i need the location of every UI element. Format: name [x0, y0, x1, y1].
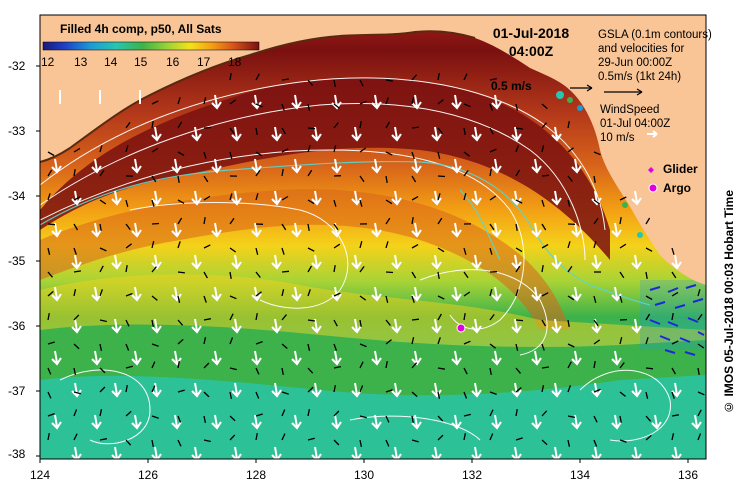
map-date: 01-Jul-2018 [488, 24, 574, 42]
current-arrow [516, 320, 523, 321]
current-arrow [178, 272, 185, 273]
y-tick-label: -34 [8, 189, 25, 203]
x-tick-label: 128 [246, 468, 266, 482]
current-arrow [542, 175, 549, 176]
y-tick-label: -38 [8, 447, 25, 461]
y-tick-label: -32 [8, 59, 25, 73]
argo-float-marker [457, 324, 465, 332]
legend-wind-line: WindSpeed [600, 103, 670, 117]
argo-label: Argo [663, 181, 691, 195]
credit-text: © IMOS 05-Jul-2018 00:03 Hobart Time [722, 190, 736, 414]
legend-wind: WindSpeed 01-Jul 04:00Z 10 m/s [600, 103, 670, 145]
current-arrow [412, 127, 419, 128]
x-tick-label: 126 [138, 468, 158, 482]
colorbar-label: 16 [166, 55, 179, 69]
colorbar-label: 15 [134, 55, 147, 69]
y-tick-label: -33 [8, 124, 25, 138]
current-arrow [48, 224, 55, 225]
current-arrow [152, 224, 159, 225]
colorbar-label: 17 [197, 55, 210, 69]
y-tick-label: -37 [8, 384, 25, 398]
legend-wind-line: 01-Jul 04:00Z [600, 117, 670, 131]
colorbar-label: 18 [228, 55, 241, 69]
y-tick-label: -35 [8, 254, 25, 268]
legend-gsla-line: GSLA (0.1m contours) [598, 28, 712, 42]
glider-label: Glider [663, 162, 698, 176]
legend-gsla-line: and velocities for [598, 42, 712, 56]
current-arrow [308, 128, 315, 129]
map-time: 04:00Z [488, 42, 574, 60]
argo-legend-icon [649, 184, 657, 192]
legend-gsla-line: 0.5m/s (1kt 24h) [598, 70, 712, 84]
current-arrow [646, 368, 653, 369]
x-tick-label: 136 [678, 468, 698, 482]
colorbar [43, 42, 259, 50]
current-arrow [282, 271, 289, 272]
x-tick-label: 134 [570, 468, 590, 482]
legend-wind-line: 10 m/s [600, 131, 670, 145]
current-arrow [204, 128, 211, 129]
x-tick-label: 132 [462, 468, 482, 482]
legend-gsla: GSLA (0.1m contours) and velocities for … [598, 28, 712, 84]
legend-gsla-line: 29-Jun 00:00Z [598, 56, 712, 70]
y-tick-label: -36 [8, 319, 25, 333]
current-arrow [412, 319, 419, 320]
product-title: Filled 4h comp, p50, All Sats [60, 22, 222, 36]
x-tick-label: 130 [354, 468, 374, 482]
x-tick-label: 124 [30, 468, 50, 482]
current-arrow [438, 176, 445, 177]
velocity-scale-label: 0.5 m/s [491, 79, 532, 93]
current-arrow [386, 272, 393, 273]
colorbar-label: 13 [74, 55, 87, 69]
colorbar-label: 12 [41, 55, 54, 69]
colorbar-label: 14 [104, 55, 117, 69]
